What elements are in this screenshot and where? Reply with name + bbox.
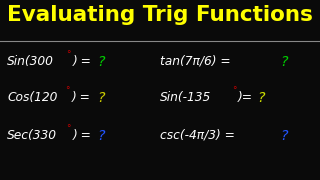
- Text: ?: ?: [98, 129, 105, 143]
- Text: tan(7π/6) =: tan(7π/6) =: [160, 55, 235, 68]
- Text: ?: ?: [98, 91, 105, 105]
- Text: ?: ?: [98, 55, 105, 69]
- Text: csc(-4π/3) =: csc(-4π/3) =: [160, 129, 239, 142]
- Text: °: °: [67, 124, 71, 133]
- Text: °: °: [232, 86, 236, 95]
- Text: Evaluating Trig Functions: Evaluating Trig Functions: [7, 5, 313, 25]
- Text: Sin(300: Sin(300: [7, 55, 54, 68]
- Text: )=: )=: [237, 91, 256, 104]
- Text: Sec(330: Sec(330: [7, 129, 57, 142]
- Text: Cos(120: Cos(120: [7, 91, 57, 104]
- Text: °: °: [66, 50, 71, 59]
- Text: ) =: ) =: [72, 55, 95, 68]
- Text: ?: ?: [257, 91, 265, 105]
- Text: ?: ?: [280, 129, 288, 143]
- Text: °: °: [66, 86, 70, 95]
- Text: ?: ?: [280, 55, 288, 69]
- Text: Sin(-135: Sin(-135: [160, 91, 211, 104]
- Text: ) =: ) =: [72, 129, 95, 142]
- Text: ) =: ) =: [72, 91, 94, 104]
